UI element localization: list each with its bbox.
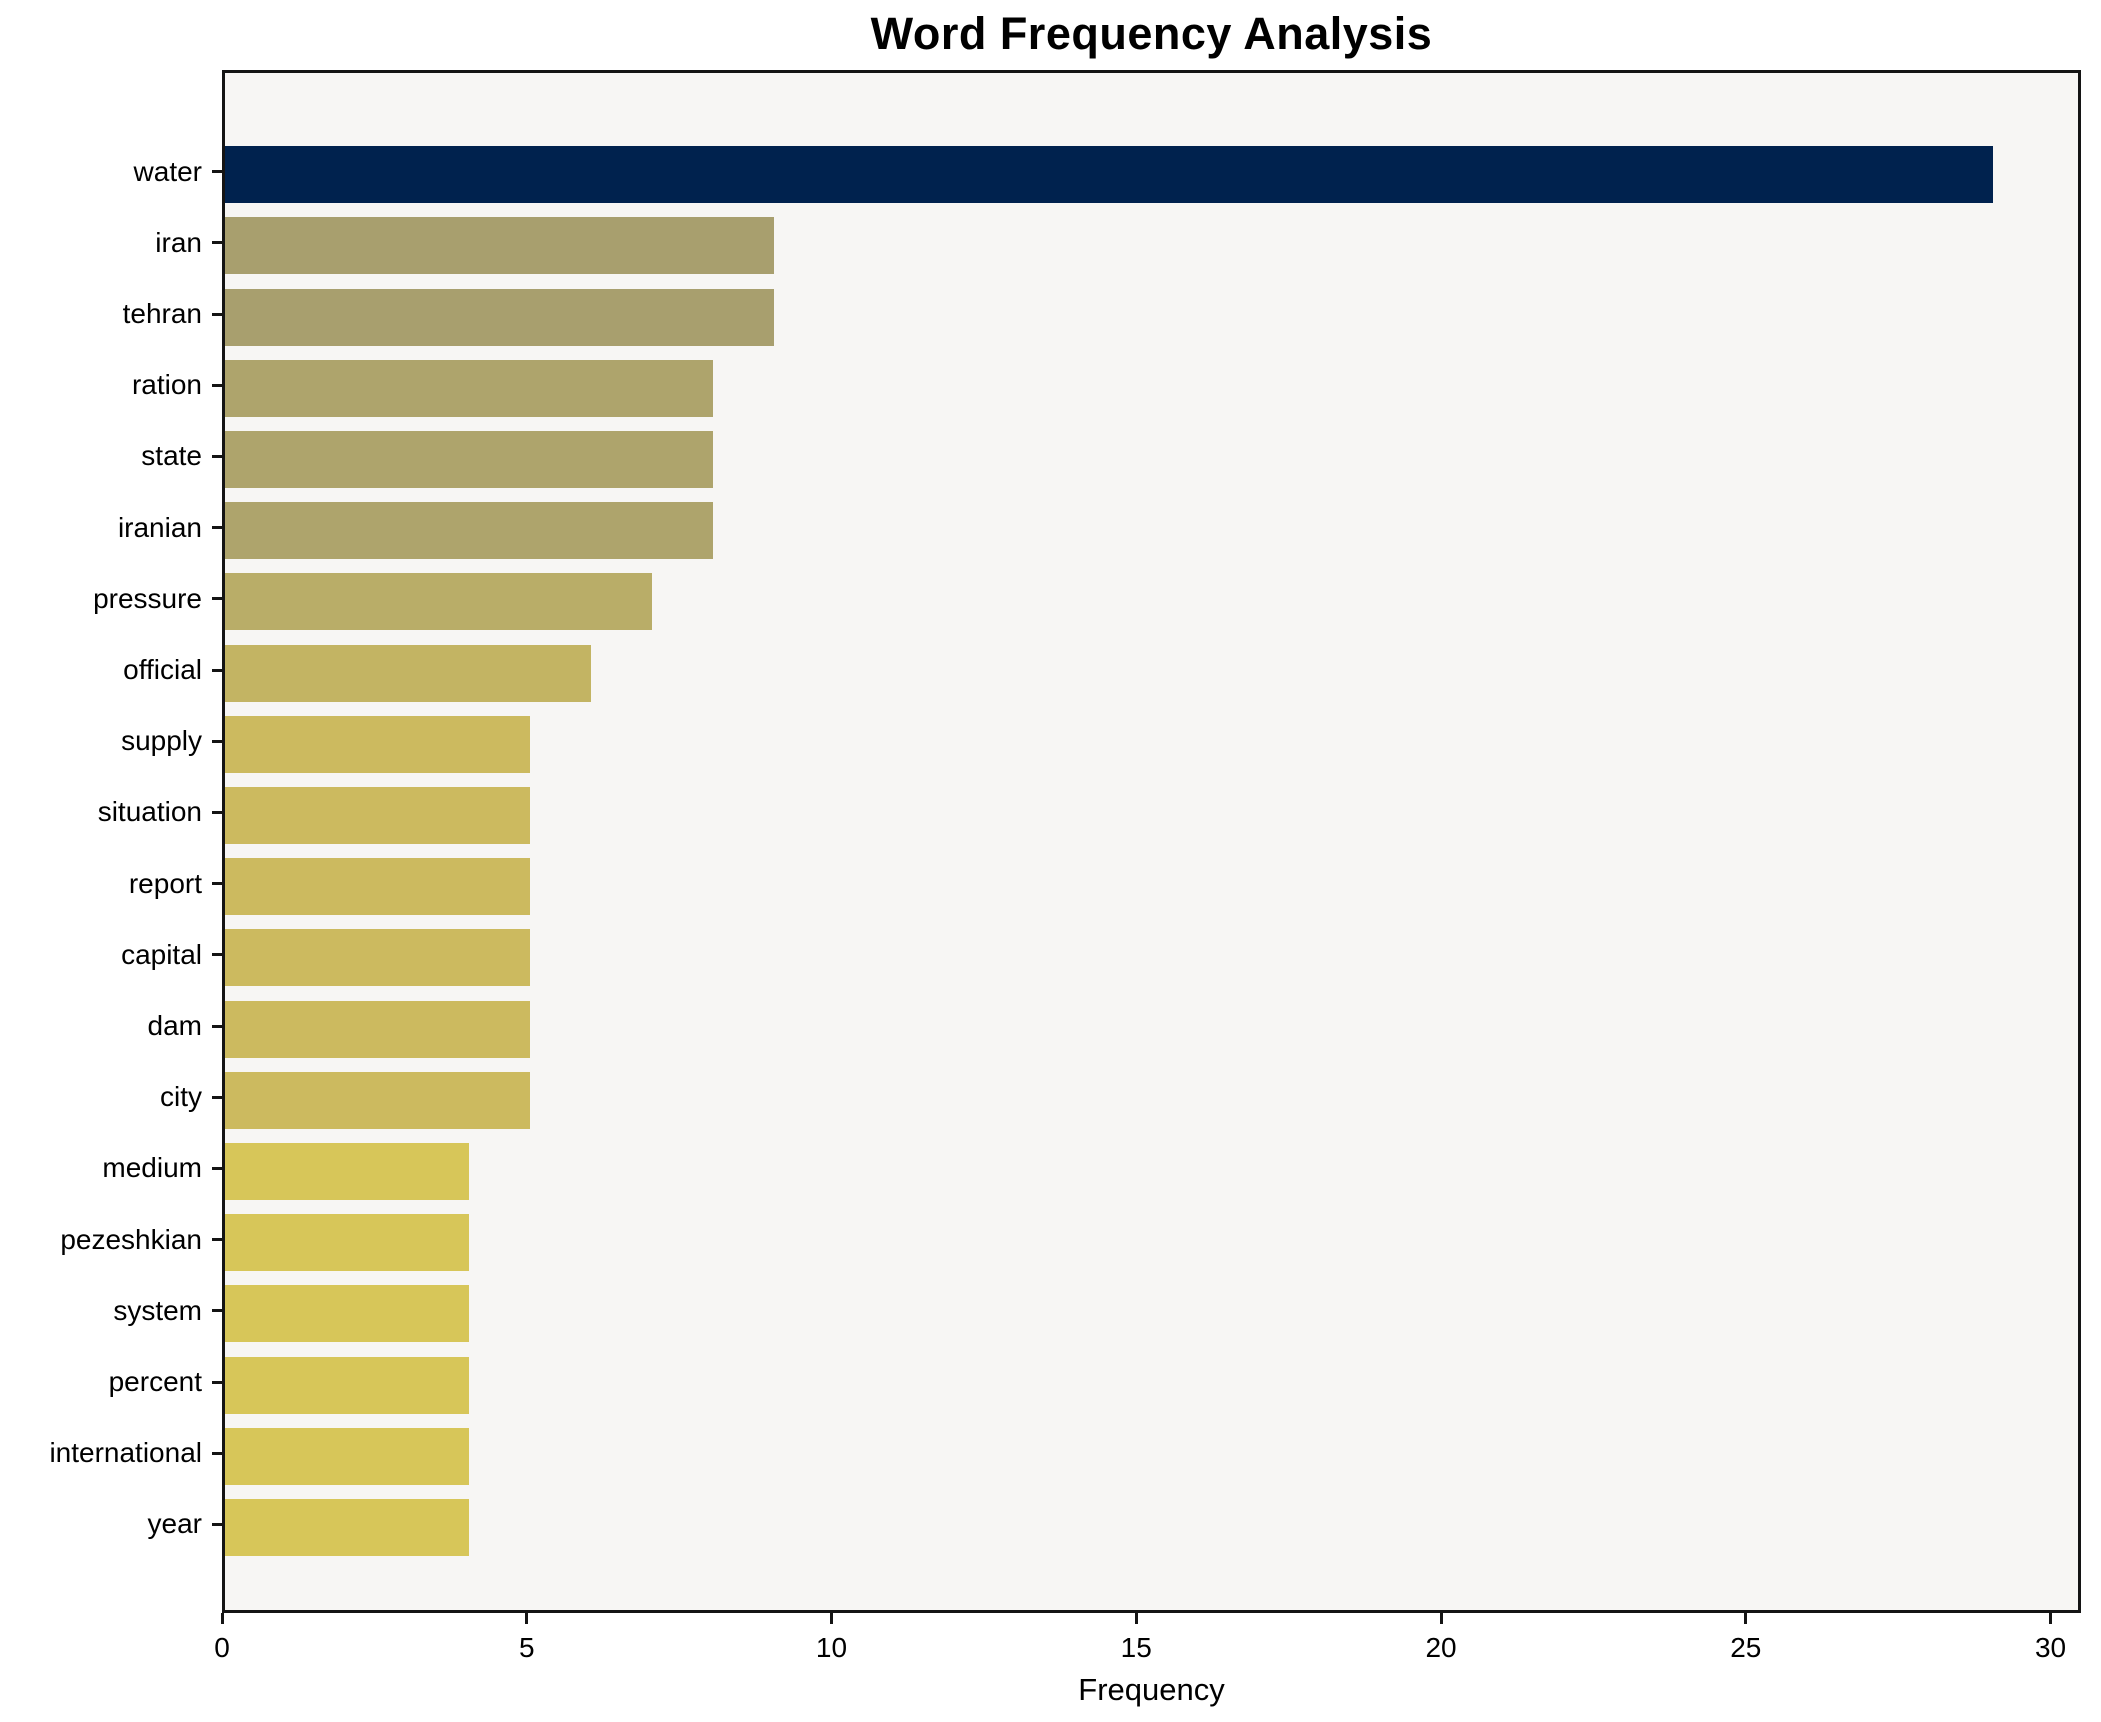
bar-medium xyxy=(225,1142,469,1200)
y-tick-label-year: year xyxy=(147,1508,202,1540)
bar-international xyxy=(225,1427,469,1485)
y-tick-mark xyxy=(212,1024,222,1028)
y-tick-label-water: water xyxy=(133,155,202,187)
y-tick-mark xyxy=(212,597,222,601)
x-tick-mark xyxy=(1439,1613,1443,1624)
y-tick-label-state: state xyxy=(141,440,202,472)
bar-situation xyxy=(225,786,530,844)
y-tick-label-system: system xyxy=(113,1294,202,1326)
y-tick-label-pezeshkian: pezeshkian xyxy=(60,1223,202,1255)
y-tick-mark xyxy=(212,1451,222,1455)
bar-report xyxy=(225,858,530,916)
bar-percent xyxy=(225,1356,469,1414)
y-tick-label-tehran: tehran xyxy=(122,298,202,329)
y-tick-mark xyxy=(212,1522,222,1526)
bar-iranian xyxy=(225,502,713,560)
y-tick-mark xyxy=(212,241,222,245)
bar-official xyxy=(225,644,591,702)
y-tick-label-ration: ration xyxy=(131,369,202,401)
bar-tehran xyxy=(225,288,774,346)
x-tick-mark xyxy=(1744,1613,1748,1624)
bar-pressure xyxy=(225,573,652,631)
y-tick-label-medium: medium xyxy=(102,1152,202,1184)
y-tick-mark xyxy=(212,454,222,458)
x-tick-label-25: 25 xyxy=(1730,1632,1762,1663)
bar-pezeshkian xyxy=(225,1214,469,1272)
y-tick-mark xyxy=(212,1309,222,1313)
x-tick-label-10: 10 xyxy=(815,1632,848,1663)
bar-city xyxy=(225,1071,530,1129)
y-tick-mark xyxy=(212,1166,222,1170)
bar-system xyxy=(225,1285,469,1343)
bar-state xyxy=(225,430,713,488)
y-tick-mark xyxy=(212,383,222,387)
y-tick-mark xyxy=(212,526,222,530)
y-tick-label-iran: iran xyxy=(155,226,202,258)
x-axis-label: Frequency xyxy=(1078,1672,1225,1707)
y-tick-label-percent: percent xyxy=(108,1366,202,1397)
x-tick-label-0: 0 xyxy=(214,1632,230,1663)
y-tick-label-report: report xyxy=(128,867,202,899)
chart-title: Word Frequency Analysis xyxy=(870,8,1433,59)
x-tick-mark xyxy=(220,1613,224,1624)
y-tick-label-capital: capital xyxy=(121,938,202,970)
plot-area xyxy=(222,70,2081,1613)
y-tick-mark xyxy=(212,1238,222,1242)
y-tick-mark xyxy=(212,953,222,957)
y-tick-label-iranian: iranian xyxy=(117,511,202,543)
y-tick-mark xyxy=(212,1095,222,1099)
bar-ration xyxy=(225,359,713,417)
bar-dam xyxy=(225,1000,530,1058)
bar-water xyxy=(225,146,1993,204)
y-tick-mark xyxy=(212,312,222,316)
y-tick-label-supply: supply xyxy=(121,725,202,757)
x-tick-mark xyxy=(1134,1613,1138,1624)
y-tick-label-dam: dam xyxy=(147,1010,202,1041)
y-tick-mark xyxy=(212,739,222,743)
y-tick-mark xyxy=(212,810,222,814)
x-tick-label-5: 5 xyxy=(518,1632,535,1663)
y-tick-label-official: official xyxy=(123,654,202,685)
bar-iran xyxy=(225,217,774,275)
y-tick-mark xyxy=(212,170,222,174)
y-tick-mark xyxy=(212,882,222,886)
bar-year xyxy=(225,1498,469,1556)
x-tick-mark xyxy=(2049,1613,2053,1624)
bar-capital xyxy=(225,929,530,987)
y-tick-label-situation: situation xyxy=(97,796,202,828)
x-tick-label-30: 30 xyxy=(2034,1632,2067,1663)
bar-supply xyxy=(225,715,530,773)
y-tick-mark xyxy=(212,1380,222,1384)
y-tick-mark xyxy=(212,668,222,672)
x-tick-label-20: 20 xyxy=(1425,1632,1457,1663)
x-tick-mark xyxy=(830,1613,833,1624)
x-tick-mark xyxy=(525,1613,529,1624)
y-tick-label-international: international xyxy=(49,1437,202,1469)
y-tick-label-pressure: pressure xyxy=(93,582,202,614)
x-tick-label-15: 15 xyxy=(1120,1632,1152,1663)
y-tick-label-city: city xyxy=(160,1081,202,1113)
